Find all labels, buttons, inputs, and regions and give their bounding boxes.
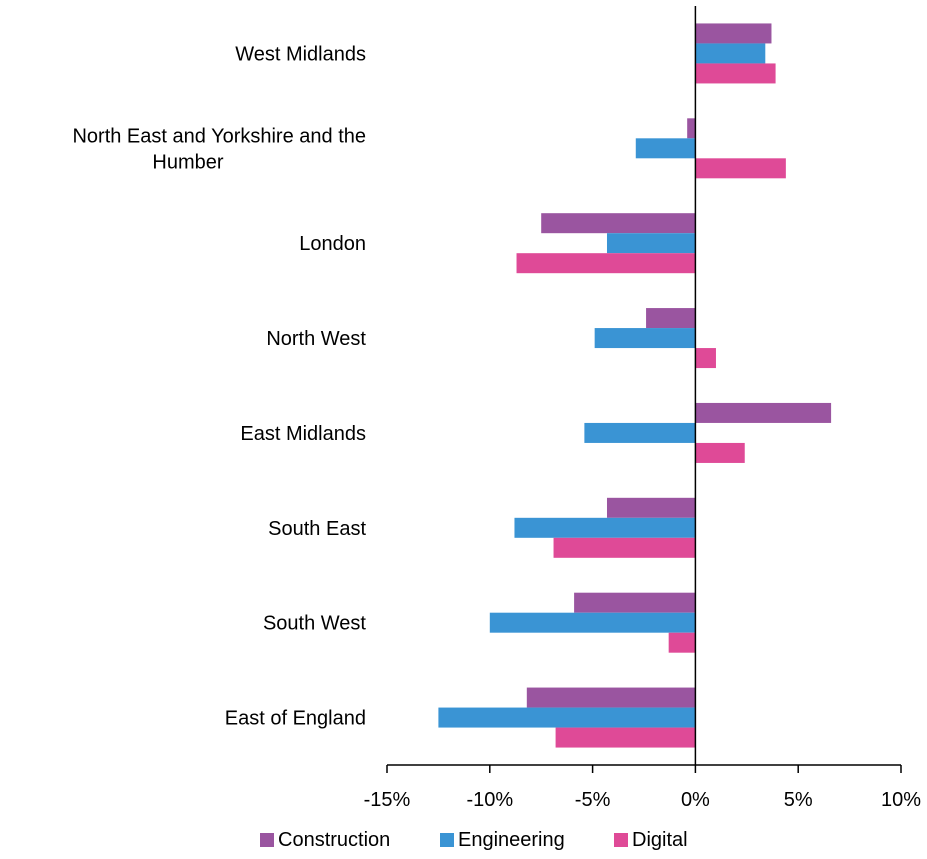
bar-digital-north-west xyxy=(695,348,716,369)
bar-construction-east-of-england xyxy=(526,687,696,708)
bar-engineering-north-east-and-yorkshire-and-the-humber xyxy=(635,138,696,159)
legend-label-construction: Construction xyxy=(278,829,390,851)
bar-engineering-north-west xyxy=(594,328,696,349)
legend-swatch-engineering xyxy=(440,833,454,847)
category-label-south-east: South East xyxy=(268,518,366,540)
bar-engineering-west-midlands xyxy=(695,43,766,64)
x-tick-label: -15% xyxy=(364,789,411,811)
category-label-north-east-and-yorkshire-and-the-humber: North East and Yorkshire and the xyxy=(72,125,366,147)
legend: Construction Engineering Digital xyxy=(260,829,688,851)
bar-digital-south-east xyxy=(553,537,696,558)
x-tick-label: -5% xyxy=(575,789,611,811)
bar-engineering-south-east xyxy=(514,517,696,538)
bar-digital-north-east-and-yorkshire-and-the-humber xyxy=(695,158,786,179)
category-label-east-of-england: East of England xyxy=(225,708,366,730)
category-label-east-midlands: East Midlands xyxy=(240,423,366,445)
x-tick-label: 5% xyxy=(784,789,813,811)
bar-construction-east-midlands xyxy=(695,402,832,423)
bar-engineering-london xyxy=(606,233,696,254)
x-axis: -15% -10% -5% 0% 5% 10% xyxy=(364,6,921,811)
legend-swatch-construction xyxy=(260,833,274,847)
legend-label-digital: Digital xyxy=(632,829,688,851)
category-labels: West Midlands North East and Yorkshire an… xyxy=(72,43,366,729)
category-label-south-west: South West xyxy=(263,613,366,635)
bar-digital-south-west xyxy=(668,632,696,653)
bar-digital-east-midlands xyxy=(695,442,745,463)
bar-construction-north-east-and-yorkshire-and-the-humber xyxy=(687,118,696,139)
bar-digital-london xyxy=(516,253,696,274)
category-label-west-midlands: West Midlands xyxy=(235,43,366,65)
bars-group xyxy=(438,23,832,748)
legend-label-engineering: Engineering xyxy=(458,829,565,851)
x-tick-label: 0% xyxy=(681,789,710,811)
bar-construction-north-west xyxy=(646,308,696,329)
bar-digital-east-of-england xyxy=(555,727,696,748)
legend-swatch-digital xyxy=(614,833,628,847)
bar-construction-south-east xyxy=(606,497,696,518)
category-label-london: London xyxy=(299,233,366,255)
category-label-north-east-and-yorkshire-and-the-humber: Humber xyxy=(152,151,223,173)
bar-engineering-east-of-england xyxy=(438,707,696,728)
x-tick-label: -10% xyxy=(466,789,513,811)
bar-engineering-south-west xyxy=(489,612,696,633)
bar-construction-west-midlands xyxy=(695,23,772,44)
category-label-north-west: North West xyxy=(266,328,366,350)
bar-engineering-east-midlands xyxy=(584,422,696,443)
bar-construction-south-west xyxy=(574,592,696,613)
bar-digital-west-midlands xyxy=(695,63,776,84)
x-tick-label: 10% xyxy=(881,789,921,811)
bar-construction-london xyxy=(541,213,696,234)
